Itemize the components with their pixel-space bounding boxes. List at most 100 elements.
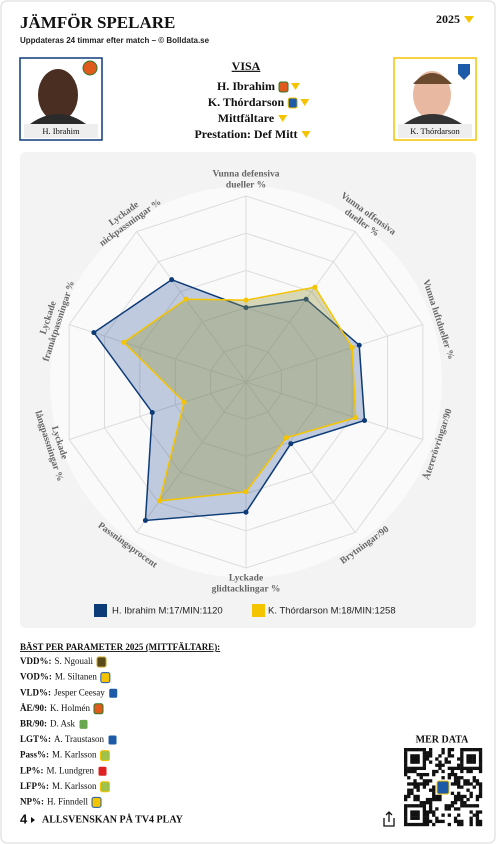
qr-cell[interactable] [450,791,455,795]
qr-cell[interactable] [460,776,464,780]
qr-cell[interactable] [416,797,420,802]
qr-cell[interactable] [422,782,427,786]
qr-cell[interactable] [450,782,455,786]
qr-cell[interactable] [460,748,464,752]
qr-cell[interactable] [407,791,411,795]
qr-cell[interactable] [432,822,436,827]
season[interactable]: 2025 [436,12,460,26]
qr-cell[interactable] [428,819,433,824]
qr-cell[interactable] [407,822,411,827]
qr-cell[interactable] [472,766,476,771]
qr-cell[interactable] [478,782,483,786]
qr-cell[interactable] [475,766,480,771]
qr-cell[interactable] [422,766,427,771]
qr-cell[interactable] [432,788,436,792]
qr-cell[interactable] [478,763,483,767]
qr-cell[interactable] [404,754,408,758]
qr-cell[interactable] [428,804,433,808]
qr-cell[interactable] [466,804,470,808]
qr-cell[interactable] [453,816,458,820]
qr-cell[interactable] [463,748,467,752]
qr-cell[interactable] [428,748,433,752]
qr-cell[interactable] [419,804,423,808]
qr-cell[interactable] [428,779,433,783]
qr-cell[interactable] [478,748,483,752]
qr-cell[interactable] [413,769,417,774]
qr-cell[interactable] [438,760,442,764]
qr-cell[interactable] [453,801,458,805]
qr-cell[interactable] [428,810,433,814]
qr-cell[interactable] [453,782,458,786]
qr-cell[interactable] [453,819,458,824]
qr-cell[interactable] [404,763,408,767]
qr-cell[interactable] [413,754,417,758]
qr-cell[interactable] [438,797,442,802]
qr-cell[interactable] [457,813,461,817]
qr-cell[interactable] [432,785,436,789]
qr-cell[interactable] [416,788,420,792]
qr-cell[interactable] [410,810,414,814]
qr-cell[interactable] [469,794,473,799]
qr-cell[interactable] [469,748,473,752]
qr-cell[interactable] [425,779,430,783]
qr-cell[interactable] [410,822,414,827]
qr-cell[interactable] [472,754,476,758]
qr-cell[interactable] [410,782,414,786]
qr-cell[interactable] [413,766,417,771]
qr-cell[interactable] [450,748,455,752]
qr-cell[interactable] [419,748,423,752]
qr-cell[interactable] [413,822,417,827]
qr-cell[interactable] [419,822,423,827]
qr-cell[interactable] [416,794,420,799]
qr-cell[interactable] [435,819,439,824]
qr-cell[interactable] [419,772,423,777]
qr-cell[interactable] [463,804,467,808]
dropdown-arrow[interactable] [300,99,310,106]
qr-cell[interactable] [447,804,451,808]
qr-cell[interactable] [422,810,427,814]
qr-cell[interactable] [428,751,433,755]
qr-cell[interactable] [478,760,483,764]
qr-cell[interactable] [466,754,470,758]
qr-cell[interactable] [422,772,427,777]
qr-cell[interactable] [425,797,430,802]
qr-cell[interactable] [441,763,445,767]
qr-cell[interactable] [460,769,464,774]
qr-cell[interactable] [432,772,436,777]
qr-cell[interactable] [460,822,464,827]
qr-cell[interactable] [478,791,483,795]
qr-cell[interactable] [425,772,430,777]
qr-cell[interactable] [478,754,483,758]
qr-cell[interactable] [422,801,427,805]
qr-cell[interactable] [416,822,420,827]
qr-cell[interactable] [466,748,470,752]
qr-cell[interactable] [407,776,411,780]
qr-cell[interactable] [450,801,455,805]
qr-cell[interactable] [469,760,473,764]
qr-cell[interactable] [413,748,417,752]
qr-cell[interactable] [441,751,445,755]
qr-cell[interactable] [413,816,417,820]
qr-cell[interactable] [413,794,417,799]
qr-cell[interactable] [478,810,483,814]
qr-cell[interactable] [447,760,451,764]
qr-cell[interactable] [425,816,430,820]
qr-cell[interactable] [453,794,458,799]
qr-cell[interactable] [425,813,430,817]
qr-cell[interactable] [450,754,455,758]
qr-cell[interactable] [469,819,473,824]
qr-cell[interactable] [472,804,476,808]
qr-cell[interactable] [404,751,408,755]
qr-cell[interactable] [416,760,420,764]
filter-item[interactable]: H. Ibrahim [217,79,275,93]
qr-cell[interactable] [416,757,420,761]
qr-cell[interactable] [457,763,461,767]
qr-cell[interactable] [463,801,467,805]
qr-cell[interactable] [447,822,451,827]
qr-cell[interactable] [413,804,417,808]
qr-cell[interactable] [457,807,461,811]
qr-cell[interactable] [475,822,480,827]
qr-cell[interactable] [457,819,461,824]
qr-cell[interactable] [428,807,433,811]
qr-cell[interactable] [425,822,430,827]
